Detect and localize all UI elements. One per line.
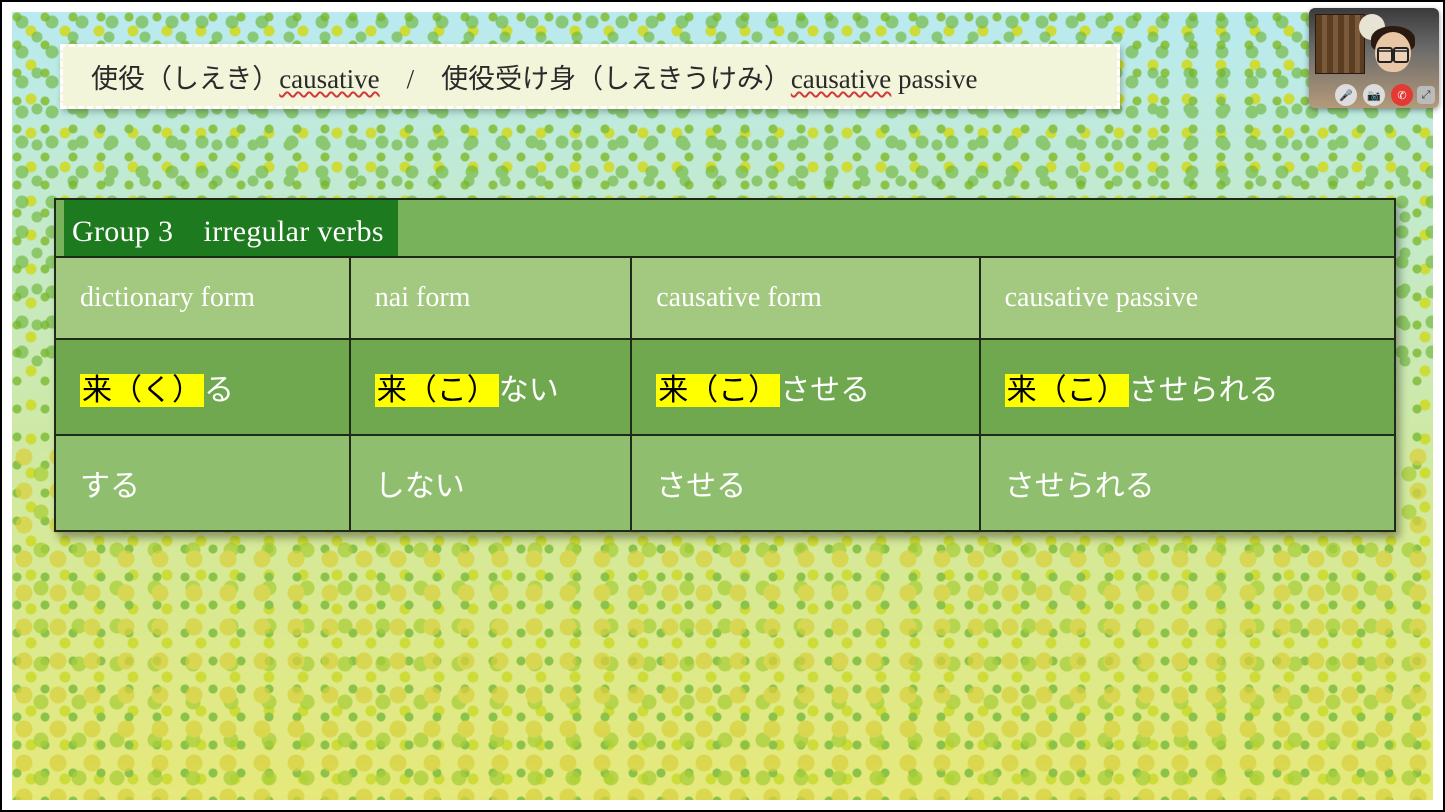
highlight: 来（こ） <box>1005 374 1129 407</box>
highlight: 来（こ） <box>656 374 780 407</box>
table-row: する しない させる させられる <box>55 435 1395 531</box>
col-header-3: causative passive <box>980 257 1395 339</box>
slide-title-box: 使役（しえき）causative / 使役受け身（しえきうけみ）causativ… <box>60 44 1120 109</box>
cell-rest: させられる <box>1005 470 1155 503</box>
video-icon: 📷 <box>1367 89 1381 102</box>
end-call-icon: ✆ <box>1397 89 1406 102</box>
cell-0-3: 来（こ）させられる <box>980 339 1395 435</box>
cell-0-1: 来（こ）ない <box>350 339 631 435</box>
video-call-thumbnail[interactable]: 🎤 📷 ✆ ⤢ <box>1309 8 1439 108</box>
cell-1-1: しない <box>350 435 631 531</box>
cell-1-3: させられる <box>980 435 1395 531</box>
table-title-row: Group 3 irregular verbs <box>55 199 1395 257</box>
slide-canvas: 使役（しえき）causative / 使役受け身（しえきうけみ）causativ… <box>12 12 1433 800</box>
cell-1-0: する <box>55 435 350 531</box>
pip-bookshelf <box>1315 14 1365 74</box>
col-header-1: nai form <box>350 257 631 339</box>
table-title-cell: Group 3 irregular verbs <box>55 199 1395 257</box>
title-separator: / <box>380 64 442 94</box>
cell-rest: させられる <box>1129 374 1279 407</box>
col-header-0: dictionary form <box>55 257 350 339</box>
glasses-icon <box>1377 50 1409 60</box>
title-segment-2: 使役受け身（しえきうけみ） <box>441 64 791 94</box>
table-title-chip: Group 3 irregular verbs <box>64 200 398 256</box>
mic-icon: 🎤 <box>1339 89 1353 102</box>
cell-0-0: 来（く）る <box>55 339 350 435</box>
end-call-button[interactable]: ✆ <box>1391 84 1413 106</box>
cell-1-2: させる <box>631 435 979 531</box>
table-row: 来（く）る 来（こ）ない 来（こ）させる 来（こ）させられる <box>55 339 1395 435</box>
video-button[interactable]: 📷 <box>1363 84 1385 106</box>
cell-rest: させる <box>780 374 870 407</box>
pip-person <box>1367 26 1421 86</box>
title-wavy-1: causative <box>279 64 379 94</box>
highlight: 来（く） <box>80 374 204 407</box>
title-wavy-2: causative <box>791 64 891 94</box>
expand-icon: ⤢ <box>1422 89 1431 102</box>
col-header-2: causative form <box>631 257 979 339</box>
title-tail: passive <box>891 64 977 94</box>
verb-table-wrap: Group 3 irregular verbs dictionary form … <box>54 198 1396 532</box>
highlight: 来（こ） <box>375 374 499 407</box>
screenshot-stage: 使役（しえき）causative / 使役受け身（しえきうけみ）causativ… <box>0 0 1445 812</box>
cell-0-2: 来（こ）させる <box>631 339 979 435</box>
cell-rest: ない <box>499 374 559 407</box>
title-segment-1: 使役（しえき） <box>91 64 279 94</box>
table-header-row: dictionary form nai form causative form … <box>55 257 1395 339</box>
expand-button[interactable]: ⤢ <box>1417 86 1435 104</box>
verb-table: Group 3 irregular verbs dictionary form … <box>54 198 1396 532</box>
cell-rest: させる <box>656 470 746 503</box>
mic-button[interactable]: 🎤 <box>1335 84 1357 106</box>
cell-rest: る <box>204 374 234 407</box>
cell-rest: する <box>80 470 140 503</box>
cell-rest: しない <box>375 470 465 503</box>
